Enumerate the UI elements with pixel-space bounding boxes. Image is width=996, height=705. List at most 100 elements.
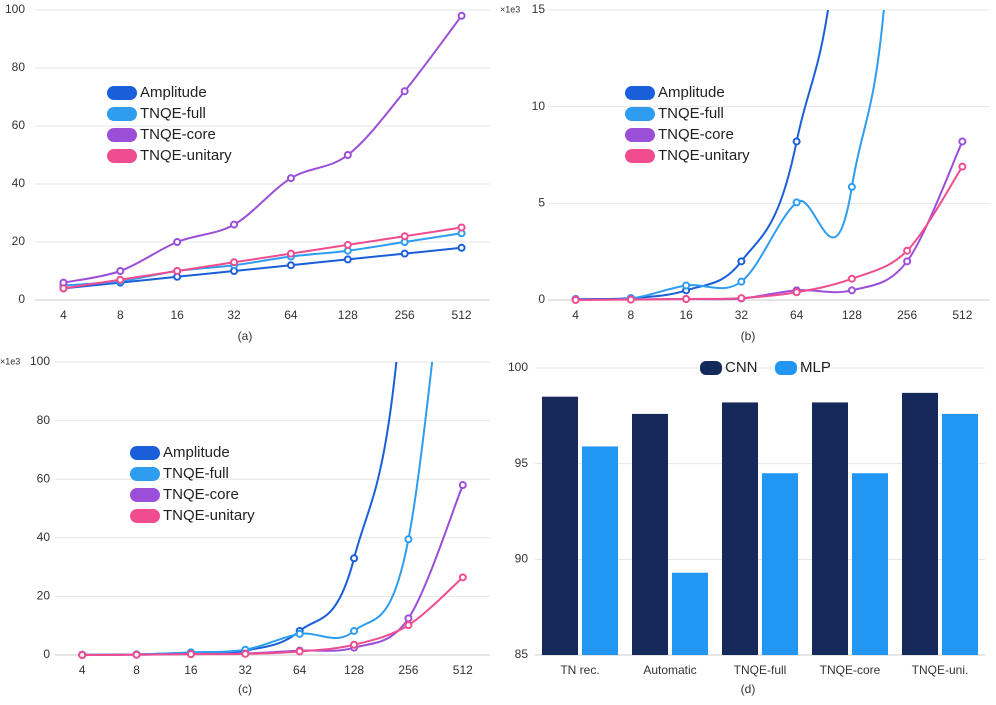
point <box>460 66 466 72</box>
bar <box>632 413 668 655</box>
x-tick-label: TNQE-full <box>734 663 787 677</box>
point <box>295 629 304 638</box>
point <box>343 151 352 159</box>
legend-swatch <box>107 128 137 142</box>
line <box>63 246 462 290</box>
point <box>626 295 635 304</box>
y-tick-label: 0 <box>538 292 545 306</box>
x-tick-label: 16 <box>184 663 198 677</box>
x-tick-label: 64 <box>284 308 298 322</box>
x-tick-label: 4 <box>79 663 86 677</box>
x-tick-label: 4 <box>60 308 67 322</box>
x-tick-label: Automatic <box>643 663 696 677</box>
caption: (d) <box>741 682 756 696</box>
x-tick-label: 16 <box>679 308 693 322</box>
x-tick-label: 32 <box>735 308 749 322</box>
x-tick-label: 256 <box>395 308 415 322</box>
x-tick-label: 512 <box>452 308 472 322</box>
point <box>132 650 141 659</box>
point <box>847 286 856 295</box>
y-tick-label: 40 <box>12 176 26 190</box>
bar <box>722 402 758 655</box>
legend-swatch <box>625 128 655 142</box>
x-tick-label: 32 <box>239 663 253 677</box>
legend-label: MLP <box>800 359 831 376</box>
point <box>286 261 295 270</box>
bar <box>672 572 708 655</box>
x-tick-label: 128 <box>344 663 364 677</box>
y-tick-label: 10 <box>532 99 546 113</box>
legend-swatch <box>130 488 160 502</box>
point <box>116 275 125 284</box>
x-tick-label: 512 <box>952 308 972 322</box>
x-tick-label: 32 <box>227 308 241 322</box>
x-tick-label: 128 <box>338 308 358 322</box>
point <box>457 11 466 20</box>
y-tick-label: 80 <box>37 413 51 427</box>
point <box>682 295 691 304</box>
legend-label: Amplitude <box>140 84 207 101</box>
y-tick-label: 5 <box>538 196 545 210</box>
point <box>958 162 967 171</box>
y-tick-label: 80 <box>12 60 26 74</box>
point <box>737 294 746 303</box>
x-tick-label: 256 <box>897 308 917 322</box>
point <box>400 87 409 96</box>
point <box>241 649 250 658</box>
y-tick-label: 100 <box>5 2 25 16</box>
y-tick-label: 100 <box>30 354 50 368</box>
y-tick-label: 95 <box>515 456 529 470</box>
point <box>230 220 239 229</box>
x-tick-label: 16 <box>171 308 185 322</box>
point <box>682 281 691 290</box>
point <box>116 267 125 275</box>
legend-label: TNQE-unitary <box>163 507 255 524</box>
legend-swatch <box>107 149 137 163</box>
bar <box>542 396 578 655</box>
point <box>737 277 746 286</box>
point <box>958 137 967 146</box>
legend-swatch <box>625 86 655 100</box>
legend-label: TNQE-full <box>163 465 229 482</box>
x-tick-label: 64 <box>790 308 804 322</box>
x-tick-label: 8 <box>117 308 124 322</box>
point <box>400 249 409 258</box>
bar <box>762 473 798 655</box>
legend-label: Amplitude <box>163 444 230 461</box>
point <box>404 614 413 623</box>
point <box>230 258 239 267</box>
x-tick-label: TNQE-uni. <box>912 663 969 677</box>
legend-swatch <box>130 509 160 523</box>
legend-swatch <box>130 446 160 460</box>
point <box>847 182 856 191</box>
bar <box>812 402 848 655</box>
line <box>575 141 964 301</box>
point <box>737 257 746 266</box>
y-tick-label: 60 <box>37 471 51 485</box>
point <box>458 481 467 490</box>
point <box>343 255 352 264</box>
y-tick-label: 0 <box>43 647 50 661</box>
x-tick-label: 512 <box>453 663 473 677</box>
legend-swatch <box>130 467 160 481</box>
line <box>63 232 462 287</box>
x-tick-label: 128 <box>842 308 862 322</box>
legend-label: CNN <box>725 359 758 376</box>
legend-label: TNQE-core <box>140 126 216 143</box>
point <box>350 626 359 635</box>
x-tick-label: 8 <box>133 663 140 677</box>
point <box>792 288 801 297</box>
caption: (a) <box>238 329 253 343</box>
point <box>458 573 467 582</box>
point <box>343 240 352 249</box>
bar <box>942 413 978 655</box>
point <box>173 238 182 246</box>
legend-swatch <box>775 361 797 375</box>
legend-swatch <box>107 107 137 121</box>
x-tick-label: TNQE-core <box>820 663 881 677</box>
bar <box>582 446 618 655</box>
point <box>286 249 295 258</box>
legend-label: TNQE-core <box>163 486 239 503</box>
point <box>792 137 801 146</box>
point <box>404 535 413 544</box>
